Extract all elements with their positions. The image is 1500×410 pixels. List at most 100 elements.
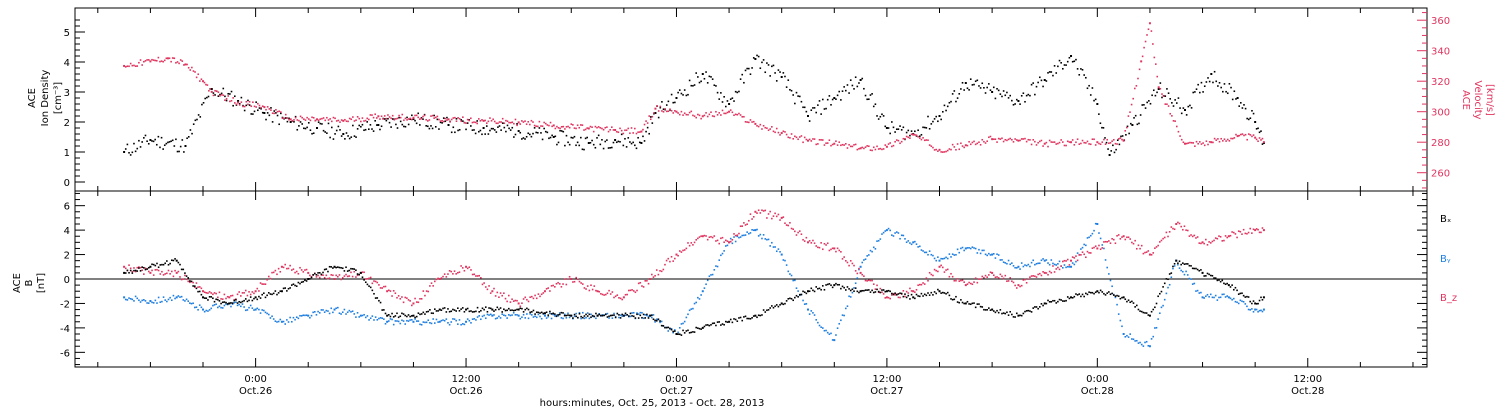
density-point: [1076, 68, 1079, 70]
by-point: [461, 323, 464, 325]
bz-point: [389, 290, 392, 292]
bz-point: [475, 275, 477, 277]
density-point: [543, 127, 545, 130]
by-point: [848, 295, 850, 298]
bx-point: [476, 306, 479, 309]
density-point: [1125, 134, 1127, 136]
bx-point: [631, 315, 633, 317]
velocity-point: [930, 145, 933, 148]
bz-point: [674, 257, 676, 260]
velocity-point: [565, 126, 568, 128]
bx-point: [1116, 294, 1118, 297]
bz-point: [1159, 241, 1161, 243]
density-point: [728, 103, 731, 105]
density-point: [194, 119, 197, 122]
velocity-point: [160, 60, 163, 62]
bz-point: [292, 268, 295, 270]
density-point: [1024, 100, 1026, 103]
bz-point: [455, 273, 457, 275]
bx-point: [220, 302, 222, 305]
bx-point: [167, 263, 170, 266]
bz-point: [828, 249, 831, 252]
bx-point: [1227, 284, 1230, 287]
density-point: [441, 122, 443, 124]
by-point: [208, 309, 211, 311]
velocity-point: [1058, 141, 1061, 144]
by-point: [744, 234, 747, 236]
bz-point: [350, 271, 352, 274]
density-point: [601, 139, 603, 141]
bx-point: [609, 314, 612, 317]
by-point: [915, 243, 918, 245]
velocity-point: [1184, 142, 1187, 145]
velocity-point: [1060, 139, 1062, 141]
velocity-point: [1048, 139, 1051, 142]
bz-point: [465, 265, 468, 268]
by-point: [223, 304, 226, 307]
density-point: [490, 127, 493, 130]
velocity-point: [1231, 137, 1234, 140]
bx-point: [1232, 288, 1235, 291]
density-point: [943, 104, 946, 107]
bx-point: [900, 292, 903, 295]
bx-point: [422, 311, 425, 314]
by-point: [355, 316, 357, 318]
density-point: [1217, 85, 1219, 87]
bx-point: [463, 310, 466, 313]
velocity-point: [713, 115, 716, 118]
bz-point: [356, 274, 359, 277]
by-point: [1032, 259, 1035, 262]
xaxis-title: hours:minutes, Oct. 25, 2013 - Oct. 28, …: [540, 398, 765, 409]
bx-point: [950, 298, 952, 300]
by-point: [429, 322, 431, 324]
bz-point: [889, 297, 891, 300]
density-point: [1235, 98, 1237, 100]
bx-point: [193, 285, 196, 287]
by-point: [1025, 264, 1028, 267]
density-point: [431, 127, 434, 130]
density-point: [1068, 56, 1071, 59]
velocity-point: [352, 116, 354, 118]
by-point: [496, 317, 499, 319]
density-point: [674, 101, 676, 104]
bx-point: [636, 313, 638, 316]
velocity-point: [1114, 142, 1117, 145]
by-point: [1045, 259, 1048, 261]
bz-point: [203, 291, 206, 294]
by-point: [295, 316, 298, 319]
bz-point: [205, 292, 208, 294]
density-point: [482, 127, 485, 129]
bz-point: [876, 284, 878, 287]
density-point: [632, 141, 634, 144]
velocity-point: [597, 126, 600, 128]
velocity-point: [1043, 142, 1046, 145]
bx-point: [835, 282, 837, 285]
by-point: [350, 311, 352, 313]
by-point: [701, 290, 704, 293]
density-point: [932, 120, 934, 123]
bx-point: [756, 316, 758, 319]
density-point: [690, 84, 693, 87]
by-point: [241, 303, 244, 305]
velocity-point: [1249, 134, 1252, 136]
by-point: [1114, 296, 1117, 299]
density-point: [147, 142, 150, 145]
bz-point: [782, 216, 785, 218]
by-point: [1001, 259, 1003, 261]
bz-point: [1252, 228, 1255, 231]
velocity-point: [1157, 86, 1160, 89]
bx-point: [683, 332, 686, 334]
by-point: [828, 333, 831, 336]
velocity-point: [465, 122, 467, 124]
velocity-point: [1202, 142, 1204, 144]
density-point: [129, 154, 132, 156]
bz-point: [634, 291, 637, 294]
by-point: [1081, 246, 1084, 249]
density-point: [559, 129, 561, 132]
bx-point: [203, 297, 206, 299]
bx-point: [869, 291, 872, 293]
density-point: [927, 115, 929, 118]
bx-point: [863, 289, 865, 292]
bx-point: [1111, 292, 1113, 295]
bx-point: [531, 311, 533, 313]
